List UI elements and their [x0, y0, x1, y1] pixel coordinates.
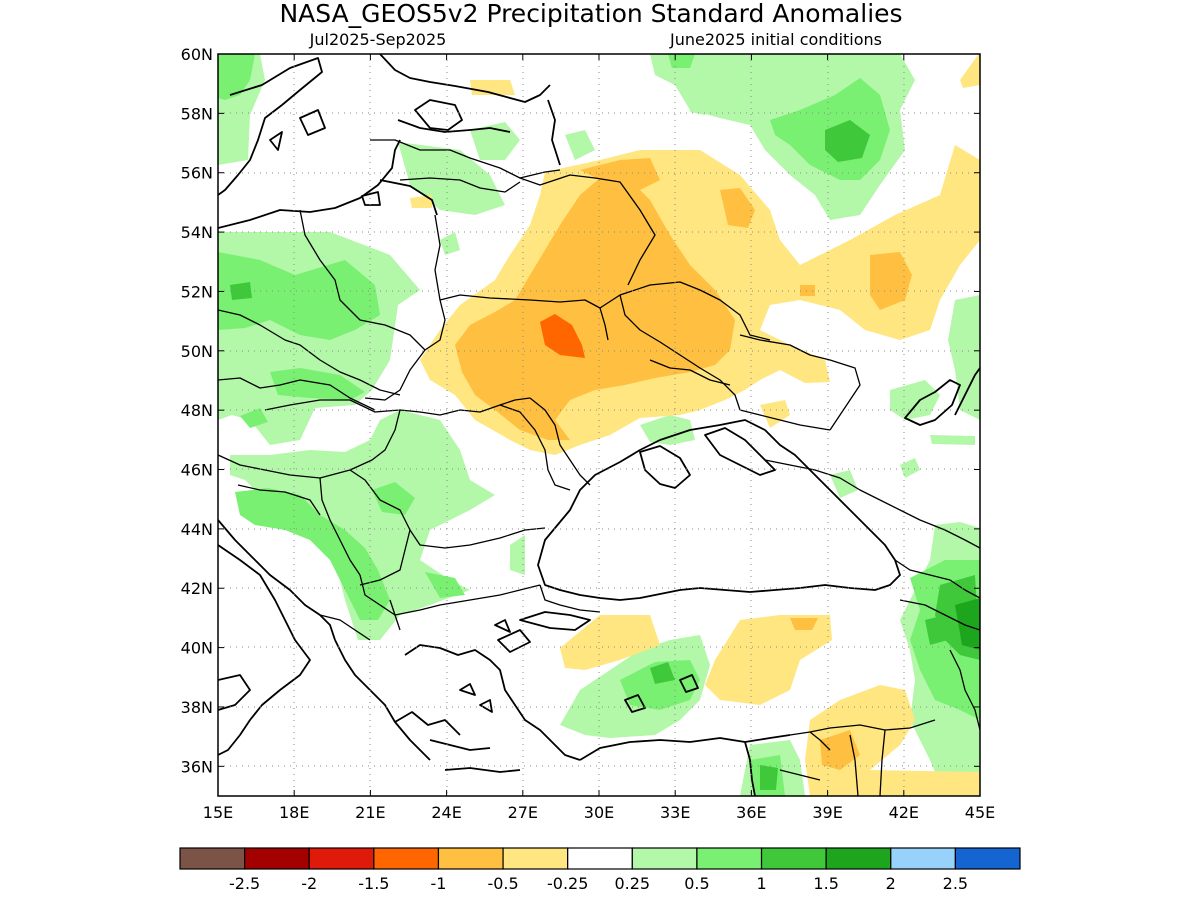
coastlines	[218, 54, 980, 796]
lon-tick-label: 21E	[355, 803, 385, 822]
colorbar-swatch	[502, 847, 569, 870]
colorbar-label: 2	[886, 874, 896, 893]
colorbar-swatch	[631, 847, 698, 870]
lon-tick-label: 39E	[812, 803, 842, 822]
lat-tick-label: 52N	[181, 282, 213, 301]
lon-tick-label: 45E	[965, 803, 995, 822]
colorbar-legend: -2.5 -2 -1.5 -1 -0.5 -0.25 0.25 0.5 1 1.5 2 2.5	[179, 847, 1021, 893]
colorbar-label: 1	[756, 874, 766, 893]
colorbar-swatch	[696, 847, 763, 870]
lat-tick-label: 36N	[181, 757, 213, 776]
lat-tick-label: 56N	[181, 164, 213, 183]
period-label: Jul2025-Sep2025	[309, 30, 447, 49]
lon-tick-label: 24E	[431, 803, 461, 822]
colorbar-swatch	[437, 847, 504, 870]
colorbar-swatch	[760, 847, 827, 870]
lat-tick-label: 48N	[181, 401, 213, 420]
dry-strong-areas	[540, 314, 585, 358]
lon-tick-label: 42E	[889, 803, 919, 822]
dry-moderate-areas	[455, 158, 912, 770]
map-area	[218, 54, 980, 796]
lat-tick-label: 42N	[181, 579, 213, 598]
colorbar-swatch	[825, 847, 892, 870]
colorbar-swatch	[373, 847, 440, 870]
lat-tick-label: 60N	[181, 45, 213, 64]
colorbar-swatch	[179, 847, 246, 870]
colorbar-swatch	[308, 847, 375, 870]
colorbar-swatch	[954, 847, 1021, 870]
lat-tick-label: 50N	[181, 342, 213, 361]
lat-tick-label: 54N	[181, 223, 213, 242]
colorbar-label: -1.5	[358, 874, 389, 893]
colorbar-swatch	[244, 847, 310, 870]
lat-tick-label: 46N	[181, 461, 213, 480]
lat-tick-label: 58N	[181, 104, 213, 123]
lat-tick-label: 40N	[181, 639, 213, 658]
initial-conditions-label: June2025 initial conditions	[669, 30, 882, 49]
longitude-axis: 15E 18E 21E 24E 27E 30E 33E 36E 39E 42E 45E	[203, 54, 995, 822]
latitude-axis: 36N 38N 40N 42N 44N 46N 48N 50N 52N 54N 56N 58N 60N	[181, 45, 980, 776]
lon-tick-label: 33E	[660, 803, 690, 822]
political-borders	[218, 139, 980, 796]
colorbar-label: -0.5	[487, 874, 518, 893]
lat-tick-label: 38N	[181, 698, 213, 717]
figure-title: NASA_GEOS5v2 Precipitation Standard Anom…	[279, 0, 902, 28]
colorbar-label: -2	[301, 874, 317, 893]
colorbar-label: -0.25	[547, 874, 588, 893]
wet-very-strong-areas	[955, 598, 980, 650]
lon-tick-label: 27E	[508, 803, 538, 822]
lat-lon-grid	[218, 54, 980, 796]
colorbar-label: -1	[430, 874, 446, 893]
colorbar-label: 0.25	[614, 874, 650, 893]
lon-tick-label: 15E	[203, 803, 233, 822]
lon-tick-label: 18E	[279, 803, 309, 822]
colorbar-label: 2.5	[943, 874, 968, 893]
colorbar-swatch	[567, 847, 633, 870]
colorbar-label: 0.5	[684, 874, 709, 893]
lon-tick-label: 36E	[736, 803, 766, 822]
colorbar-label: 1.5	[813, 874, 838, 893]
lat-tick-label: 44N	[181, 520, 213, 539]
anomaly-shading	[218, 54, 980, 796]
colorbar-swatch	[890, 847, 956, 870]
colorbar-label: -2.5	[229, 874, 260, 893]
lon-tick-label: 30E	[584, 803, 614, 822]
